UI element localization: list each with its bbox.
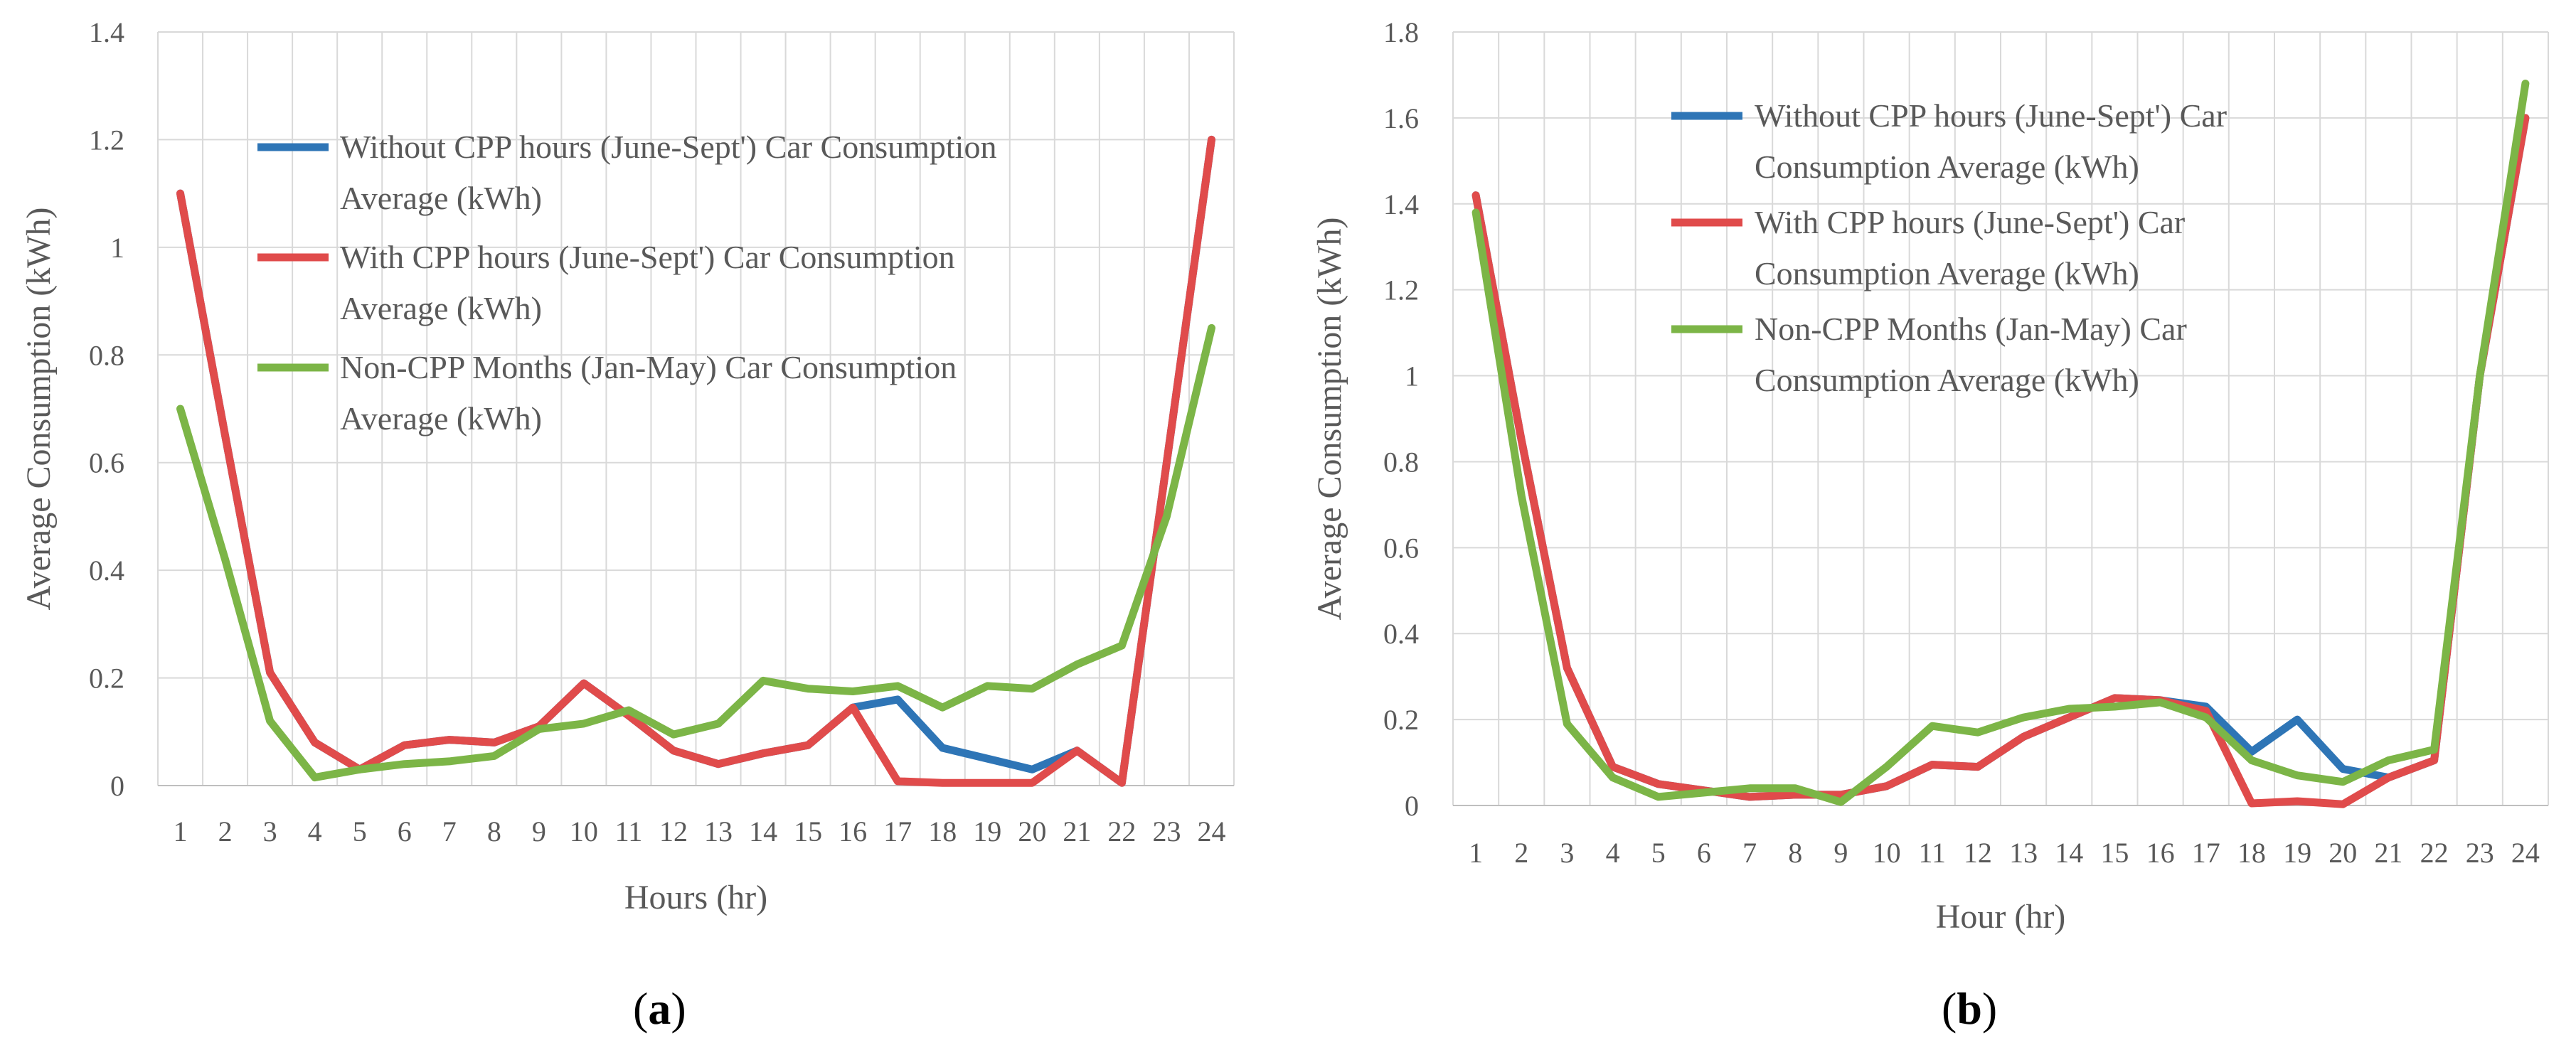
y-tick-label: 1.2 [89, 124, 124, 156]
x-tick-label: 21 [1063, 815, 1091, 847]
y-tick-label: 1.4 [89, 16, 124, 48]
x-tick-label: 8 [487, 815, 501, 847]
series-line-3 [1471, 80, 2530, 806]
y-tick-label: 0.4 [89, 555, 124, 587]
chart-panel-b: 00.20.40.60.811.21.41.61.81 2 3 4 5 6 7 8 9 10 11 1… [1311, 16, 2549, 1034]
x-tick-label: 23 [2466, 837, 2494, 869]
y-tick-label: 0.8 [89, 339, 124, 371]
legend-label: Non-CPP Months (Jan-May) Car [1755, 311, 2187, 347]
x-tick-label: 5 [353, 815, 367, 847]
x-tick-label: 2 [1514, 837, 1528, 869]
x-tick-label: 7 [1742, 837, 1757, 869]
y-tick-label: 1 [1405, 360, 1419, 392]
x-tick-label: 19 [973, 815, 1001, 847]
x-tick-label: 15 [794, 815, 822, 847]
x-tick-label: 19 [2283, 837, 2311, 869]
x-tick-label: 21 [2374, 837, 2402, 869]
y-tick-label: 1.2 [1383, 274, 1419, 306]
x-tick-label: 1 [1469, 837, 1483, 869]
x-tick-label: 12 [659, 815, 688, 847]
legend-label: Average (kWh) [340, 400, 542, 437]
x-tick-label: 12 [1964, 837, 1992, 869]
x-tick-label: 22 [1107, 815, 1136, 847]
panel-letter: b [1957, 983, 1982, 1034]
x-tick-label: 23 [1152, 815, 1181, 847]
x-tick-label: 10 [570, 815, 598, 847]
legend-label: Without CPP hours (June-Sept') Car Consu… [340, 129, 996, 165]
legend-label: Without CPP hours (June-Sept') Car [1755, 97, 2227, 134]
x-tick-label: 6 [398, 815, 412, 847]
x-tick-label: 24 [2511, 837, 2540, 869]
x-tick-label: 11 [615, 815, 643, 847]
legend-label: With CPP hours (June-Sept') Car [1755, 204, 2185, 240]
x-axis-title: Hour (hr) [1936, 898, 2066, 936]
panel-label: (b) [1942, 983, 1997, 1034]
panel-letter: a [648, 983, 671, 1034]
x-tick-label: 11 [1918, 837, 1946, 869]
y-tick-label: 0 [1405, 790, 1419, 822]
y-tick-label: 1 [110, 232, 124, 264]
chart-panel-a: 00.20.40.60.811.21.41 2 3 4 5 6 7 8 9 10 11 12 13 14 1… [20, 16, 1235, 1034]
legend-label: Non-CPP Months (Jan-May) Car Consumption [340, 349, 957, 385]
x-tick-label: 17 [883, 815, 912, 847]
y-tick-label: 1.4 [1383, 188, 1419, 220]
x-tick-label: 16 [2146, 837, 2175, 869]
x-axis-title: Hours (hr) [624, 879, 767, 916]
panel-label: (a) [633, 983, 686, 1034]
y-tick-label: 1.8 [1383, 16, 1419, 48]
y-axis-title: Average Consumption (kWh) [20, 208, 58, 611]
y-tick-label: 0 [110, 770, 124, 802]
series-line-3 [176, 323, 1215, 782]
x-tick-label: 18 [928, 815, 957, 847]
legend-label: Consumption Average (kWh) [1755, 255, 2139, 291]
x-tick-label: 9 [1833, 837, 1848, 869]
x-tick-label: 13 [2009, 837, 2038, 869]
x-tick-label: 17 [2192, 837, 2220, 869]
x-tick-label: 7 [442, 815, 457, 847]
x-tick-label: 6 [1697, 837, 1711, 869]
series-line-2 [1471, 114, 2530, 808]
y-tick-label: 0.2 [1383, 704, 1419, 736]
x-tick-label: 24 [1197, 815, 1225, 847]
x-tick-label: 15 [2100, 837, 2129, 869]
legend-label: Average (kWh) [340, 180, 542, 216]
x-tick-label: 14 [2055, 837, 2083, 869]
legend-label: Consumption Average (kWh) [1755, 149, 2139, 185]
legend: Without CPP hours (June-Sept') Car Consu… [257, 129, 996, 437]
y-tick-label: 0.4 [1383, 618, 1419, 650]
x-tick-label: 2 [218, 815, 233, 847]
y-tick-label: 1.6 [1383, 102, 1419, 134]
x-tick-label: 18 [2237, 837, 2266, 869]
x-tick-label: 13 [704, 815, 733, 847]
x-tick-label: 3 [263, 815, 277, 847]
x-tick-label: 20 [2328, 837, 2357, 869]
y-tick-label: 0.6 [1383, 532, 1419, 564]
x-tick-label: 22 [2420, 837, 2449, 869]
x-tick-label: 10 [1873, 837, 1901, 869]
series-line-2 [176, 135, 1215, 787]
legend-label: Consumption Average (kWh) [1755, 362, 2139, 398]
x-tick-label: 14 [749, 815, 777, 847]
legend: Without CPP hours (June-Sept') Car Consum… [1671, 97, 2227, 398]
x-tick-label: 4 [308, 815, 322, 847]
y-tick-label: 0.6 [89, 447, 124, 479]
x-tick-label: 5 [1651, 837, 1666, 869]
x-tick-label: 8 [1788, 837, 1802, 869]
x-tick-label: 16 [839, 815, 867, 847]
x-tick-label: 9 [532, 815, 546, 847]
x-tick-label: 20 [1018, 815, 1046, 847]
y-axis-title: Average Consumption (kWh) [1311, 218, 1348, 621]
legend-label: Average (kWh) [340, 290, 542, 326]
x-tick-label: 3 [1560, 837, 1574, 869]
y-tick-label: 0.8 [1383, 446, 1419, 478]
x-tick-label: 1 [174, 815, 188, 847]
y-tick-label: 0.2 [89, 663, 124, 695]
legend-label: With CPP hours (June-Sept') Car Consumpt… [340, 239, 955, 275]
x-tick-label: 4 [1606, 837, 1620, 869]
